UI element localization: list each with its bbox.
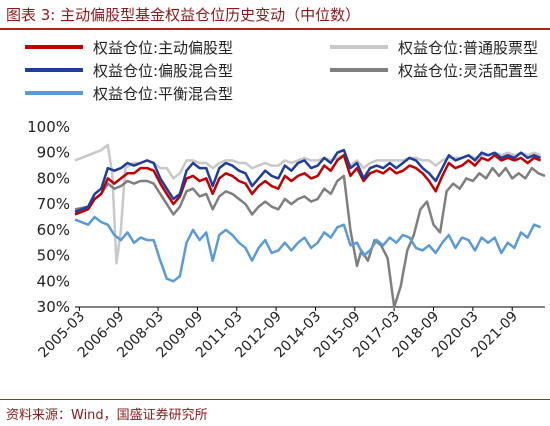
legend-label: 权益仓位:灵活配置型 (398, 62, 538, 80)
series-line (74, 166, 546, 309)
y-axis: 100% 90% 80% 70% 60% 50% 40% 30% (27, 118, 70, 316)
series-lines (74, 143, 546, 309)
legend-label: 权益仓位:普通股票型 (398, 39, 538, 57)
source-note: 资料来源：Wind，国盛证券研究所 (6, 408, 208, 423)
y-tick-label: 100% (27, 118, 70, 136)
source-divider (0, 399, 550, 400)
y-tick-label: 70% (37, 195, 70, 213)
chart-title: 图表 3: 主动偏股型基金权益仓位历史变动（中位数） (6, 6, 361, 24)
series-line (74, 148, 542, 214)
y-tick-label: 60% (37, 221, 70, 239)
y-tick-label: 40% (37, 272, 70, 290)
title-divider (0, 28, 550, 30)
y-tick-label: 90% (37, 144, 70, 162)
x-axis: 2005-032006-092008-032009-092011-032012-… (36, 306, 545, 361)
series-line (74, 215, 542, 283)
legend-label: 权益仓位:偏股混合型 (93, 62, 233, 80)
series-line (74, 154, 542, 216)
y-tick-label: 30% (37, 298, 70, 316)
y-tick-label: 80% (37, 169, 70, 187)
y-tick-label: 50% (37, 247, 70, 265)
legend-label: 权益仓位:主动偏股型 (93, 39, 233, 57)
legend-label: 权益仓位:平衡混合型 (93, 85, 233, 103)
